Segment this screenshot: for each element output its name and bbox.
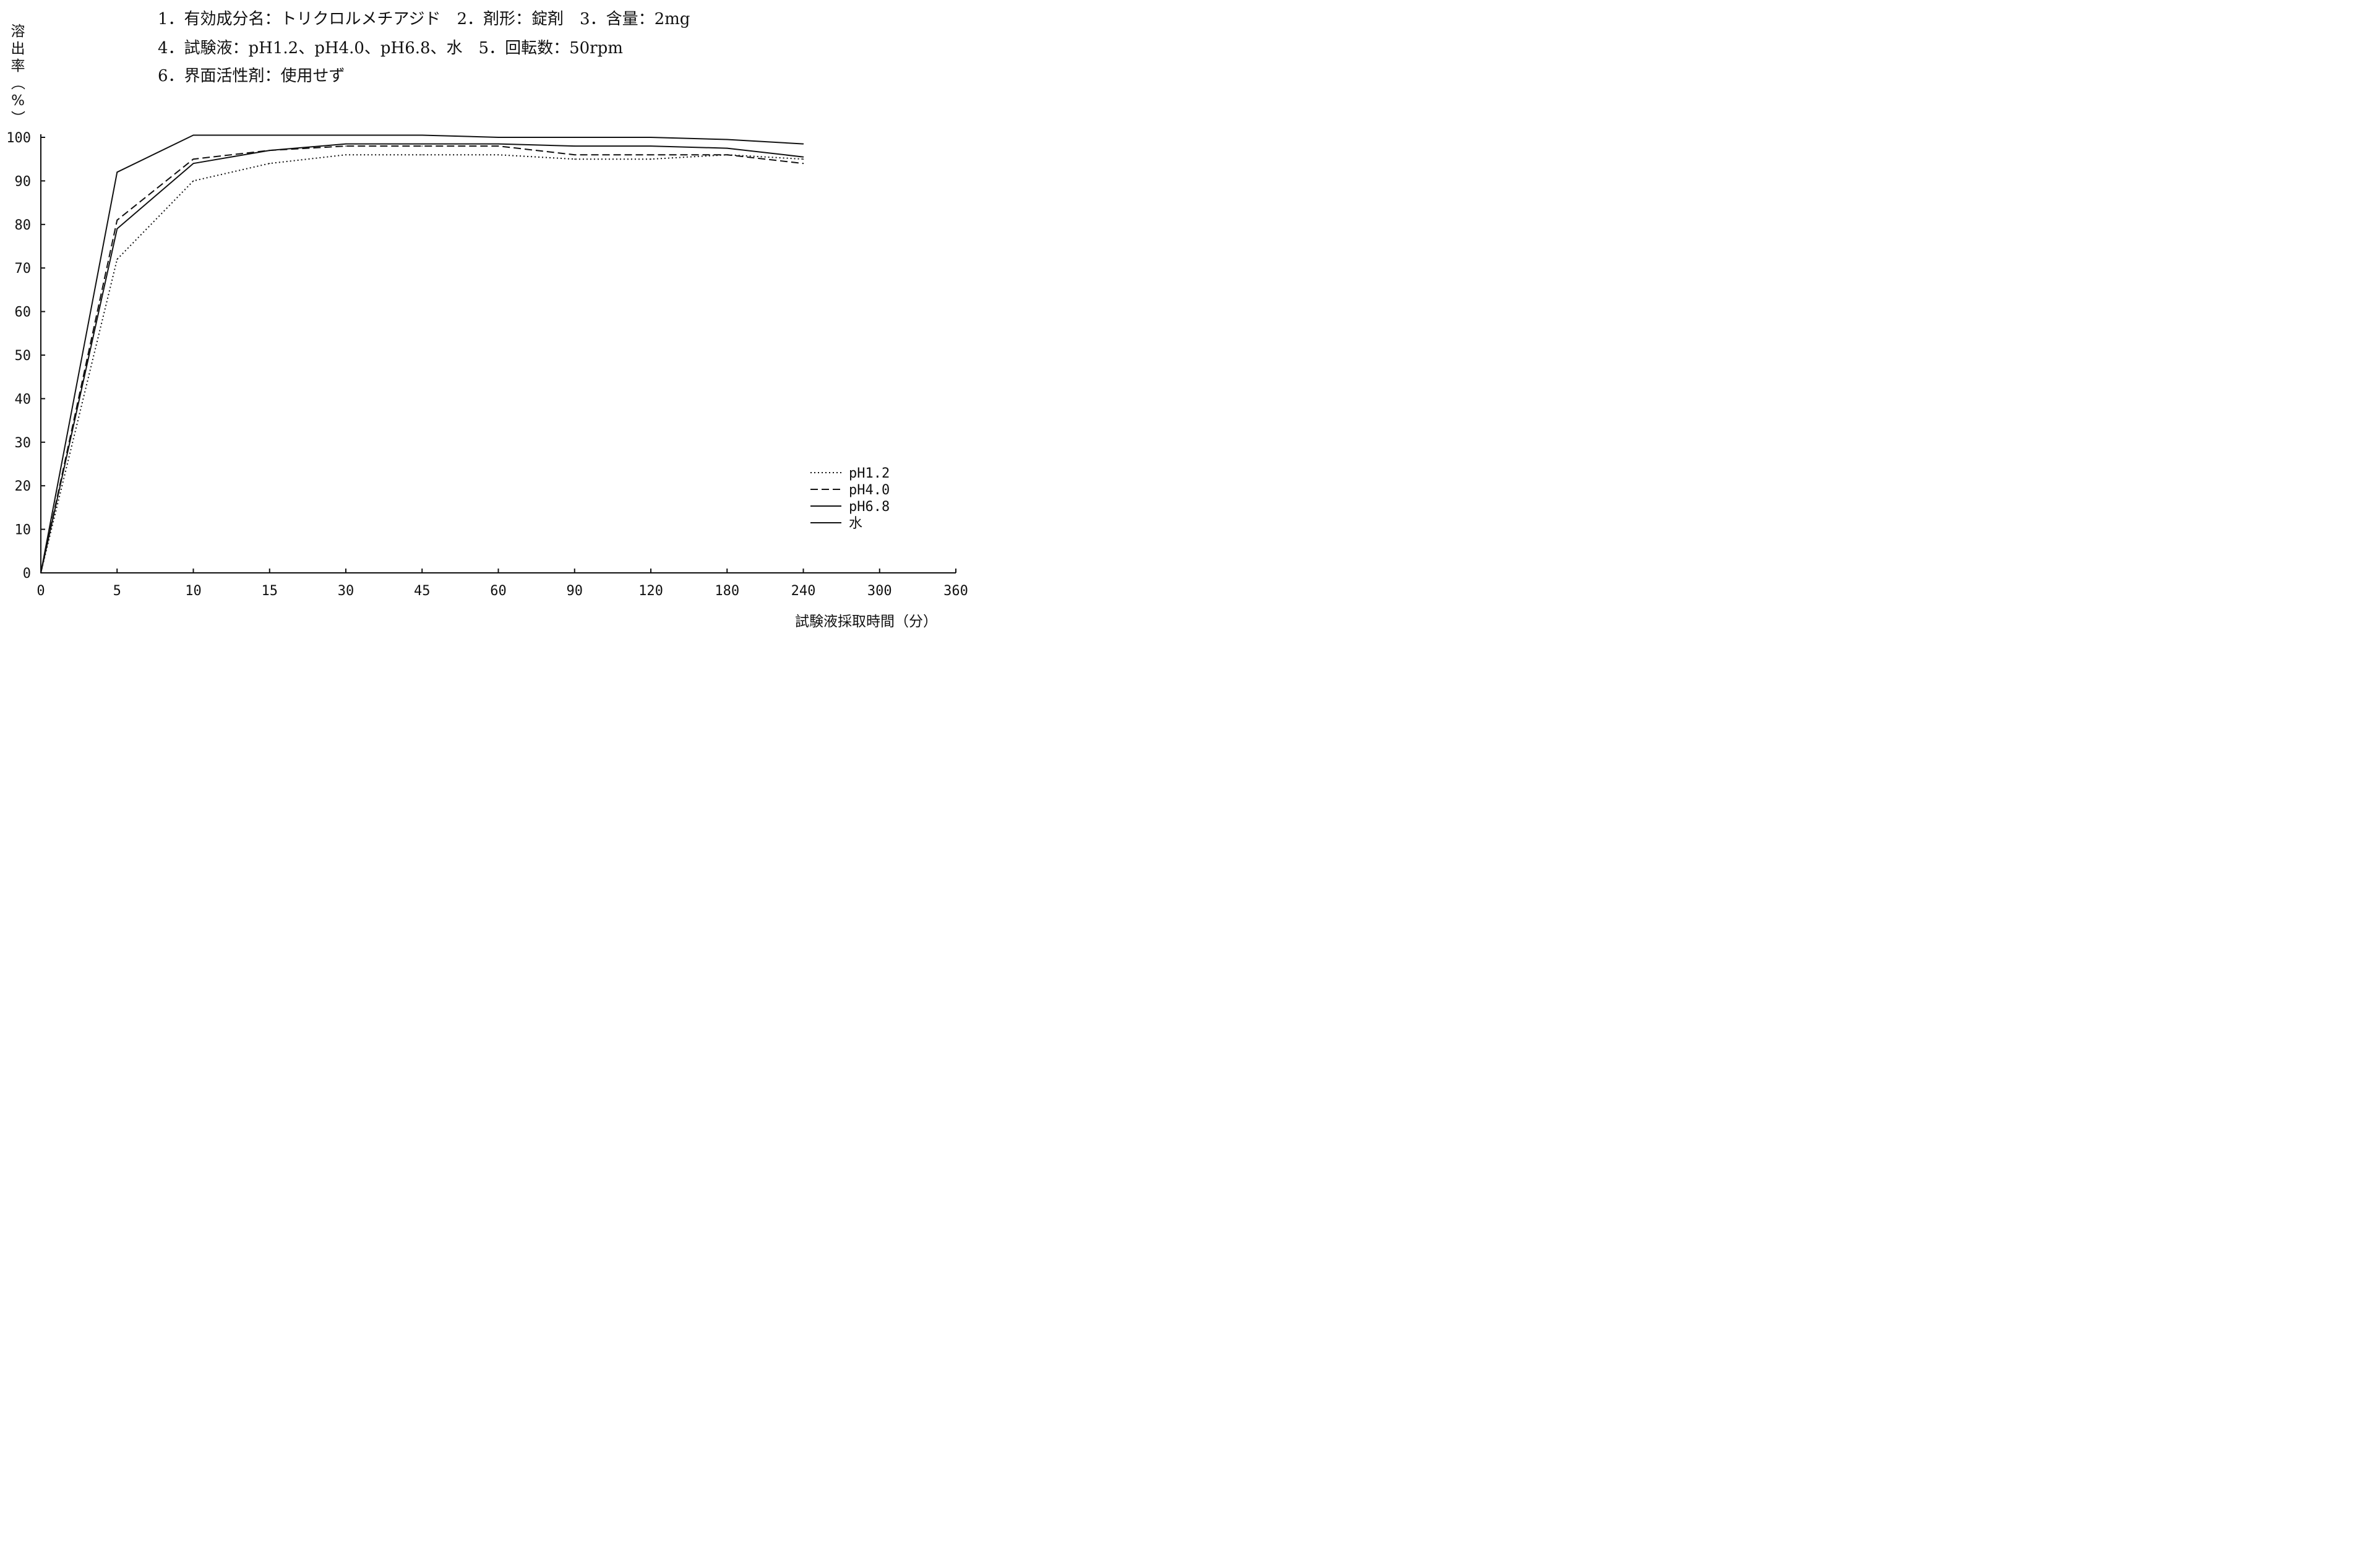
data-point: [345, 154, 346, 155]
x-tick-label: 300: [867, 583, 892, 599]
x-tick-label: 180: [715, 583, 739, 599]
y-axis-title: 溶 出 率 （ % ）: [9, 24, 25, 125]
y-tick-label: 70: [15, 261, 32, 277]
y-axis-title-char: 出: [11, 41, 25, 57]
header-line-3: 6．界面活性剤：使用せず: [158, 67, 345, 85]
data-point: [574, 154, 575, 155]
chart-canvas: 1．有効成分名：トリクロルメチアジド 2．剤形：錠剤 3．含量：2mg 4．試験…: [6, 10, 968, 630]
data-point: [574, 145, 575, 147]
y-tick-label: 80: [15, 218, 32, 233]
header-line-1: 1．有効成分名：トリクロルメチアジド 2．剤形：錠剤 3．含量：2mg: [158, 10, 690, 28]
x-tick-label: 90: [567, 583, 583, 599]
data-point: [574, 158, 575, 160]
data-point: [40, 572, 41, 573]
y-tick-label: 0: [23, 566, 31, 582]
y-axis-title-char: %: [11, 93, 25, 109]
data-point: [192, 163, 194, 165]
y-axis-title-char: 率: [11, 58, 25, 74]
data-point: [726, 139, 728, 140]
y-tick-label: 90: [15, 174, 32, 189]
data-point: [421, 145, 423, 147]
data-point: [802, 158, 804, 160]
data-point: [802, 156, 804, 158]
series-line-3: [40, 134, 804, 573]
y-tick-label: 40: [15, 392, 32, 407]
y-tick-label: 20: [15, 479, 32, 494]
x-tick-label: 60: [490, 583, 507, 599]
x-tick-label: 120: [638, 583, 663, 599]
x-axis-ticks: 0 5 10 15 30 45 60 90 120 180 240 300 360: [37, 569, 968, 599]
legend-label: pH1.2: [849, 466, 890, 481]
data-point: [650, 154, 651, 155]
x-tick-label: 45: [414, 583, 431, 599]
y-tick-label: 30: [15, 436, 32, 451]
y-tick-label: 50: [15, 348, 32, 364]
x-tick-label: 0: [37, 583, 45, 599]
data-point: [421, 134, 423, 136]
data-point: [802, 143, 804, 145]
x-tick-label: 30: [338, 583, 354, 599]
dissolution-chart: 1．有効成分名：トリクロルメチアジド 2．剤形：錠剤 3．含量：2mg 4．試験…: [0, 0, 969, 637]
data-point: [269, 150, 270, 151]
data-point: [192, 134, 194, 136]
y-tick-label: 100: [6, 131, 31, 146]
series-line-1: [40, 145, 804, 573]
data-point: [116, 219, 118, 221]
x-tick-label: 240: [791, 583, 816, 599]
header-line-2: 4．試験液：pH1.2、pH4.0、pH6.8、水 5．回転数：50rpm: [158, 39, 623, 58]
y-axis-title-char: （: [9, 76, 25, 90]
data-point: [802, 163, 804, 165]
data-point: [269, 163, 270, 165]
y-tick-label: 60: [15, 305, 32, 320]
x-tick-label: 360: [943, 583, 968, 599]
data-point: [192, 158, 194, 160]
data-point: [421, 143, 423, 145]
data-point: [650, 145, 651, 147]
data-point: [192, 180, 194, 182]
data-point: [269, 134, 270, 136]
data-point: [574, 137, 575, 138]
legend-label: 水: [849, 516, 862, 531]
series-layer: [40, 134, 804, 573]
data-point: [497, 154, 499, 155]
data-point: [497, 145, 499, 147]
data-point: [116, 228, 118, 230]
data-point: [650, 158, 651, 160]
data-point: [497, 137, 499, 138]
data-point: [726, 147, 728, 149]
y-axis-ticks: 0 10 20 30 40 50 60 70 80 90 100: [6, 131, 45, 582]
series-line-0: [40, 154, 804, 573]
data-point: [345, 143, 346, 145]
y-axis-title-char: ）: [9, 111, 25, 125]
data-point: [116, 171, 118, 173]
data-point: [345, 145, 346, 147]
x-tick-label: 10: [185, 583, 202, 599]
data-point: [497, 143, 499, 145]
y-axis-title-char: 溶: [11, 24, 25, 40]
data-point: [345, 134, 346, 136]
data-point: [726, 154, 728, 155]
legend-label: pH6.8: [849, 499, 890, 515]
y-tick-label: 10: [15, 523, 32, 538]
data-point: [421, 154, 423, 155]
data-point: [116, 259, 118, 260]
x-tick-label: 5: [113, 583, 121, 599]
chart-header: 1．有効成分名：トリクロルメチアジド 2．剤形：錠剤 3．含量：2mg 4．試験…: [158, 10, 690, 85]
x-tick-label: 15: [262, 583, 278, 599]
series-line-2: [40, 143, 804, 573]
x-axis-title: 試験液採取時間（分）: [795, 614, 937, 630]
data-point: [650, 137, 651, 138]
legend-label: pH4.0: [849, 483, 890, 498]
